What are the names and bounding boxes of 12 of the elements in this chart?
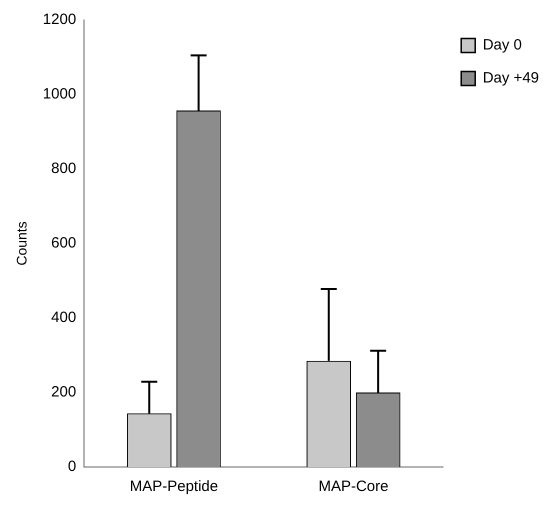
y-tick-label: 1200 — [42, 11, 76, 28]
x-tick-label: MAP-Peptide — [130, 478, 218, 496]
legend-label: Day 0 — [482, 36, 522, 54]
y-tick-label: 400 — [51, 309, 76, 326]
y-tick-label: 600 — [51, 234, 76, 252]
x-tick-label: MAP-Core — [318, 478, 388, 496]
y-tick-label: 800 — [51, 160, 76, 178]
y-tick-label: 0 — [68, 458, 76, 476]
y-tick-label: 200 — [51, 384, 76, 401]
y-axis-title: Counts — [13, 221, 30, 266]
y-tick-label: 1000 — [42, 86, 76, 103]
legend-label: Day +49 — [482, 70, 540, 87]
